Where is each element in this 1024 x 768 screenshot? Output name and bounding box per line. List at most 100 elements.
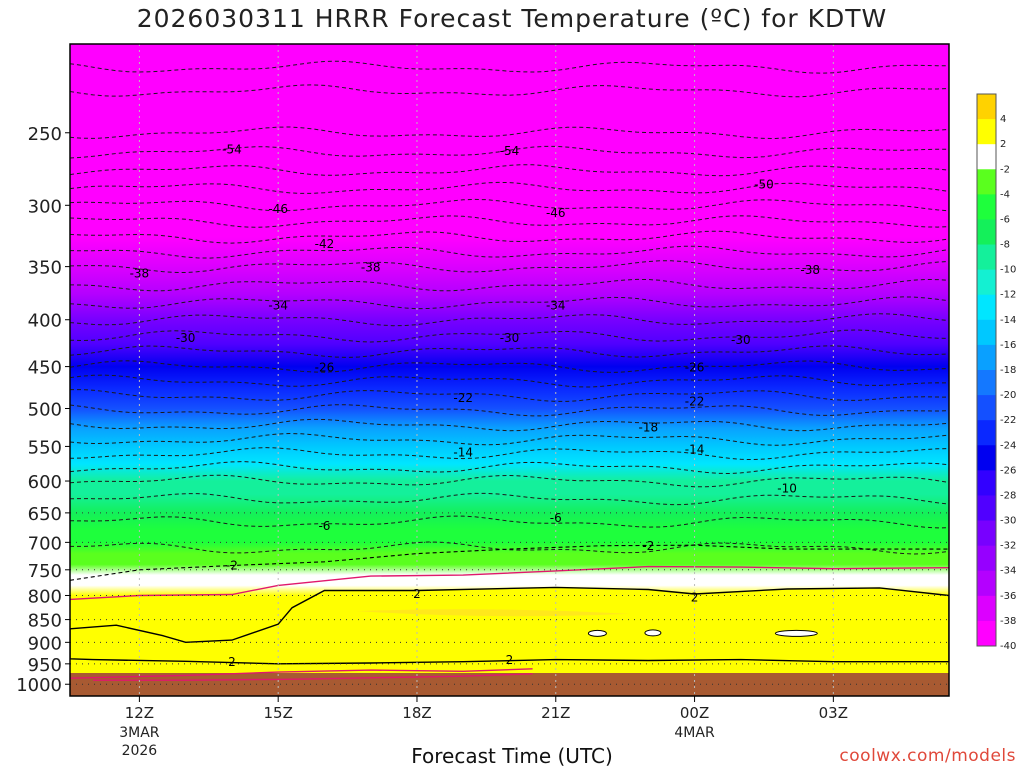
isotherm-dashed bbox=[70, 313, 949, 327]
y-tick-label: 600 bbox=[28, 472, 62, 493]
isotherm-dashed bbox=[70, 164, 949, 177]
y-tick-label: 500 bbox=[28, 400, 62, 421]
colorbar-swatch bbox=[977, 194, 996, 220]
x-tick-label: 15Z bbox=[263, 704, 292, 722]
contour-label: -6 bbox=[318, 519, 330, 533]
colorbar-swatch bbox=[977, 144, 996, 170]
isotherm-zero bbox=[70, 668, 533, 679]
y-tick-label: 900 bbox=[28, 633, 62, 654]
isotherm-dashed bbox=[70, 345, 949, 358]
isotherm-dashed bbox=[70, 461, 949, 475]
y-tick-label: 250 bbox=[28, 124, 62, 145]
colorbar-label: -18 bbox=[1000, 365, 1016, 376]
cold-pocket bbox=[774, 629, 818, 637]
x-tick-sublabel: 3MAR bbox=[119, 725, 160, 741]
x-tick-label: 00Z bbox=[680, 704, 709, 722]
isotherm-dashed bbox=[70, 60, 949, 74]
y-tick-label: 950 bbox=[28, 655, 62, 676]
y-tick-label: 300 bbox=[28, 196, 62, 217]
y-tick-label: 650 bbox=[28, 504, 62, 525]
x-tick-label: 03Z bbox=[819, 704, 848, 722]
colorbar-label: -26 bbox=[1000, 465, 1016, 476]
x-tick-label: 21Z bbox=[541, 704, 570, 722]
isotherm-dashed bbox=[70, 360, 949, 373]
isotherm-zero bbox=[93, 673, 533, 681]
contour-label: -2 bbox=[226, 558, 238, 572]
isotherm-dashed bbox=[70, 474, 949, 488]
contour-labels: -54 -54 -50 -46 -46 -42 -38 -38 -38 -34 -34 -30 -30 -… bbox=[130, 142, 820, 669]
colorbar-frame bbox=[976, 93, 997, 647]
colorbar: 4 2 -2 -4 -6 -8 -10 -12 -14 -16 -18 -20 -22 -24 -26 -28… bbox=[976, 93, 1016, 652]
isotherm-dashed bbox=[70, 389, 949, 402]
colorbar-swatch bbox=[977, 420, 996, 446]
plot-frame bbox=[69, 43, 950, 697]
cold-pocket bbox=[644, 629, 662, 637]
contour-label: 2 bbox=[228, 655, 236, 669]
colorbar-label: -38 bbox=[1000, 616, 1016, 627]
colorbar-swatch bbox=[977, 94, 996, 120]
contour-label: -6 bbox=[550, 511, 562, 525]
contour-label: -2 bbox=[642, 539, 654, 553]
colorbar-label: -36 bbox=[1000, 591, 1016, 602]
colorbar-label: 4 bbox=[1000, 114, 1006, 125]
contour-label: -14 bbox=[685, 443, 705, 457]
colorbar-swatch bbox=[977, 470, 996, 496]
contour-label: -18 bbox=[638, 420, 658, 434]
isotherm-dashed bbox=[70, 492, 949, 506]
colorbar-label: -40 bbox=[1000, 641, 1016, 652]
colorbar-label: -22 bbox=[1000, 415, 1016, 426]
x-axis: 12Z 3MAR 2026 15Z 18Z 21Z 00Z 4MAR 03Z bbox=[119, 696, 848, 759]
isotherm-dashed bbox=[70, 145, 949, 159]
y-tick-label: 800 bbox=[28, 586, 62, 607]
colorbar-swatch bbox=[977, 169, 996, 195]
contour-label: -50 bbox=[754, 177, 774, 191]
y-tick-label: 1000 bbox=[16, 675, 62, 696]
x-tick-sublabel: 4MAR bbox=[674, 725, 715, 741]
colorbar-swatch bbox=[977, 520, 996, 547]
warm-layer-region bbox=[70, 586, 949, 665]
colorbar-swatch bbox=[977, 595, 996, 622]
colorbar-label: -12 bbox=[1000, 290, 1016, 301]
isotherm-dashed bbox=[70, 329, 949, 343]
x-tick-label: 18Z bbox=[402, 704, 431, 722]
contour-label: -30 bbox=[500, 331, 520, 345]
colorbar-swatch bbox=[977, 370, 996, 396]
y-tick-label: 850 bbox=[28, 611, 62, 632]
contour-lines bbox=[70, 60, 949, 681]
y-tick-label: 550 bbox=[28, 437, 62, 458]
colorbar-label: -34 bbox=[1000, 566, 1016, 577]
contour-label: -26 bbox=[315, 361, 335, 375]
colorbar-label: -24 bbox=[1000, 440, 1016, 451]
source-credit: coolwx.com/models bbox=[839, 746, 1016, 766]
contour-label: -14 bbox=[453, 445, 473, 459]
x-tick-sublabel: 2026 bbox=[122, 743, 158, 759]
isotherm-zero bbox=[70, 565, 949, 601]
contour-label: -26 bbox=[685, 361, 705, 375]
contour-label: -30 bbox=[176, 331, 196, 345]
colorbar-swatch bbox=[977, 269, 996, 296]
contour-label: -22 bbox=[685, 394, 705, 408]
colorbar-label: -20 bbox=[1000, 390, 1016, 401]
contour-label: -54 bbox=[222, 142, 242, 156]
colorbar-label: -28 bbox=[1000, 490, 1016, 501]
contour-label: -54 bbox=[500, 144, 520, 158]
chart-title: 2026030311 HRRR Forecast Temperature (ºC… bbox=[136, 4, 888, 33]
colorbar-label: -10 bbox=[1000, 265, 1016, 276]
contour-label: -38 bbox=[130, 266, 150, 280]
contour-label: -46 bbox=[546, 206, 566, 220]
y-tick-label: 350 bbox=[28, 258, 62, 279]
isotherm-dashed bbox=[70, 541, 949, 555]
colorbar-label: -4 bbox=[1000, 189, 1010, 200]
isotherm-dashed bbox=[70, 245, 949, 259]
contour-label: -38 bbox=[361, 261, 381, 275]
contour-label: -30 bbox=[731, 333, 751, 347]
isotherm-dashed bbox=[70, 515, 949, 529]
colorbar-label: -32 bbox=[1000, 541, 1016, 552]
isotherm-dashed bbox=[70, 374, 949, 388]
colorbar-label: -6 bbox=[1000, 214, 1010, 225]
colorbar-label: -30 bbox=[1000, 516, 1016, 527]
isotherm-dashed bbox=[70, 418, 949, 432]
colorbar-label: -8 bbox=[1000, 240, 1010, 251]
colorbar-swatch bbox=[977, 620, 996, 647]
